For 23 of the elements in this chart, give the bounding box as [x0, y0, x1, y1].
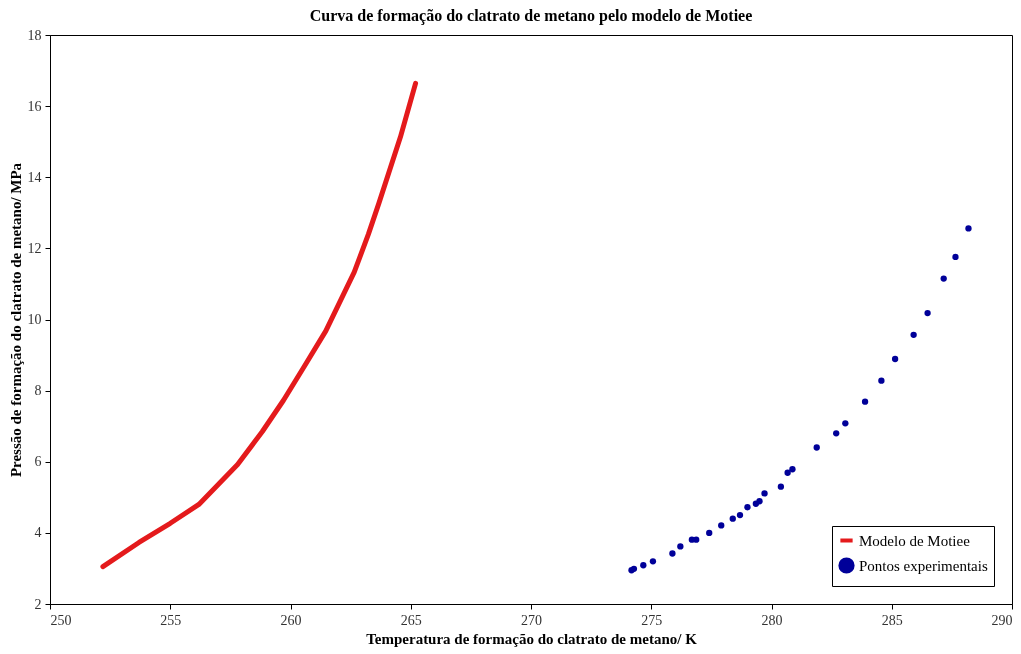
x-tick-label: 285 — [881, 612, 903, 628]
y-axis-title: Pressão de formação do clatrato de metano/ MPa — [7, 162, 24, 478]
x-tick-label: 250 — [50, 612, 72, 628]
y-tick-label: 14 — [27, 169, 42, 185]
x-tick-label: 260 — [280, 612, 302, 628]
x-tick-label: 275 — [641, 612, 663, 628]
x-tick-label: 280 — [761, 612, 783, 628]
x-axis-title: Temperatura de formação do clatrato de metano/ K — [366, 630, 698, 647]
y-tick-label: 16 — [27, 98, 42, 114]
legend-label: Pontos experimentais — [859, 557, 988, 574]
y-tick-label: 10 — [27, 312, 42, 327]
y-tick-label: 12 — [27, 240, 42, 256]
y-tick-label: 18 — [27, 27, 42, 43]
y-tick-label: 6 — [34, 454, 42, 470]
x-tick-label: 265 — [400, 612, 422, 628]
legend-label: Modelo de Motiee — [859, 532, 971, 549]
x-tick-label: 255 — [160, 612, 182, 628]
y-tick-label: 2 — [34, 596, 42, 612]
chart-title: Curva de formação do clatrato de metano pelo modelo de Motiee — [309, 7, 753, 25]
y-tick-label: 8 — [34, 383, 42, 399]
y-tick-label: 4 — [34, 525, 42, 541]
x-tick-label: 270 — [521, 612, 542, 628]
x-tick-label: 290 — [991, 612, 1013, 628]
